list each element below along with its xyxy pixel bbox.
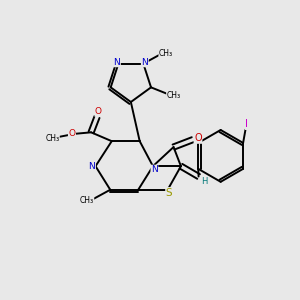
Text: N: N bbox=[88, 162, 95, 171]
Text: I: I bbox=[245, 119, 248, 129]
Text: O: O bbox=[95, 107, 102, 116]
Text: S: S bbox=[166, 188, 172, 198]
Text: CH₃: CH₃ bbox=[80, 196, 94, 205]
Text: CH₃: CH₃ bbox=[45, 134, 59, 143]
Text: N: N bbox=[141, 58, 148, 67]
Text: N: N bbox=[114, 58, 120, 67]
Text: CH₃: CH₃ bbox=[167, 91, 181, 100]
Text: N: N bbox=[151, 165, 158, 174]
Text: O: O bbox=[194, 133, 202, 143]
Text: O: O bbox=[68, 129, 76, 138]
Text: H: H bbox=[201, 177, 207, 186]
Text: CH₃: CH₃ bbox=[159, 49, 173, 58]
